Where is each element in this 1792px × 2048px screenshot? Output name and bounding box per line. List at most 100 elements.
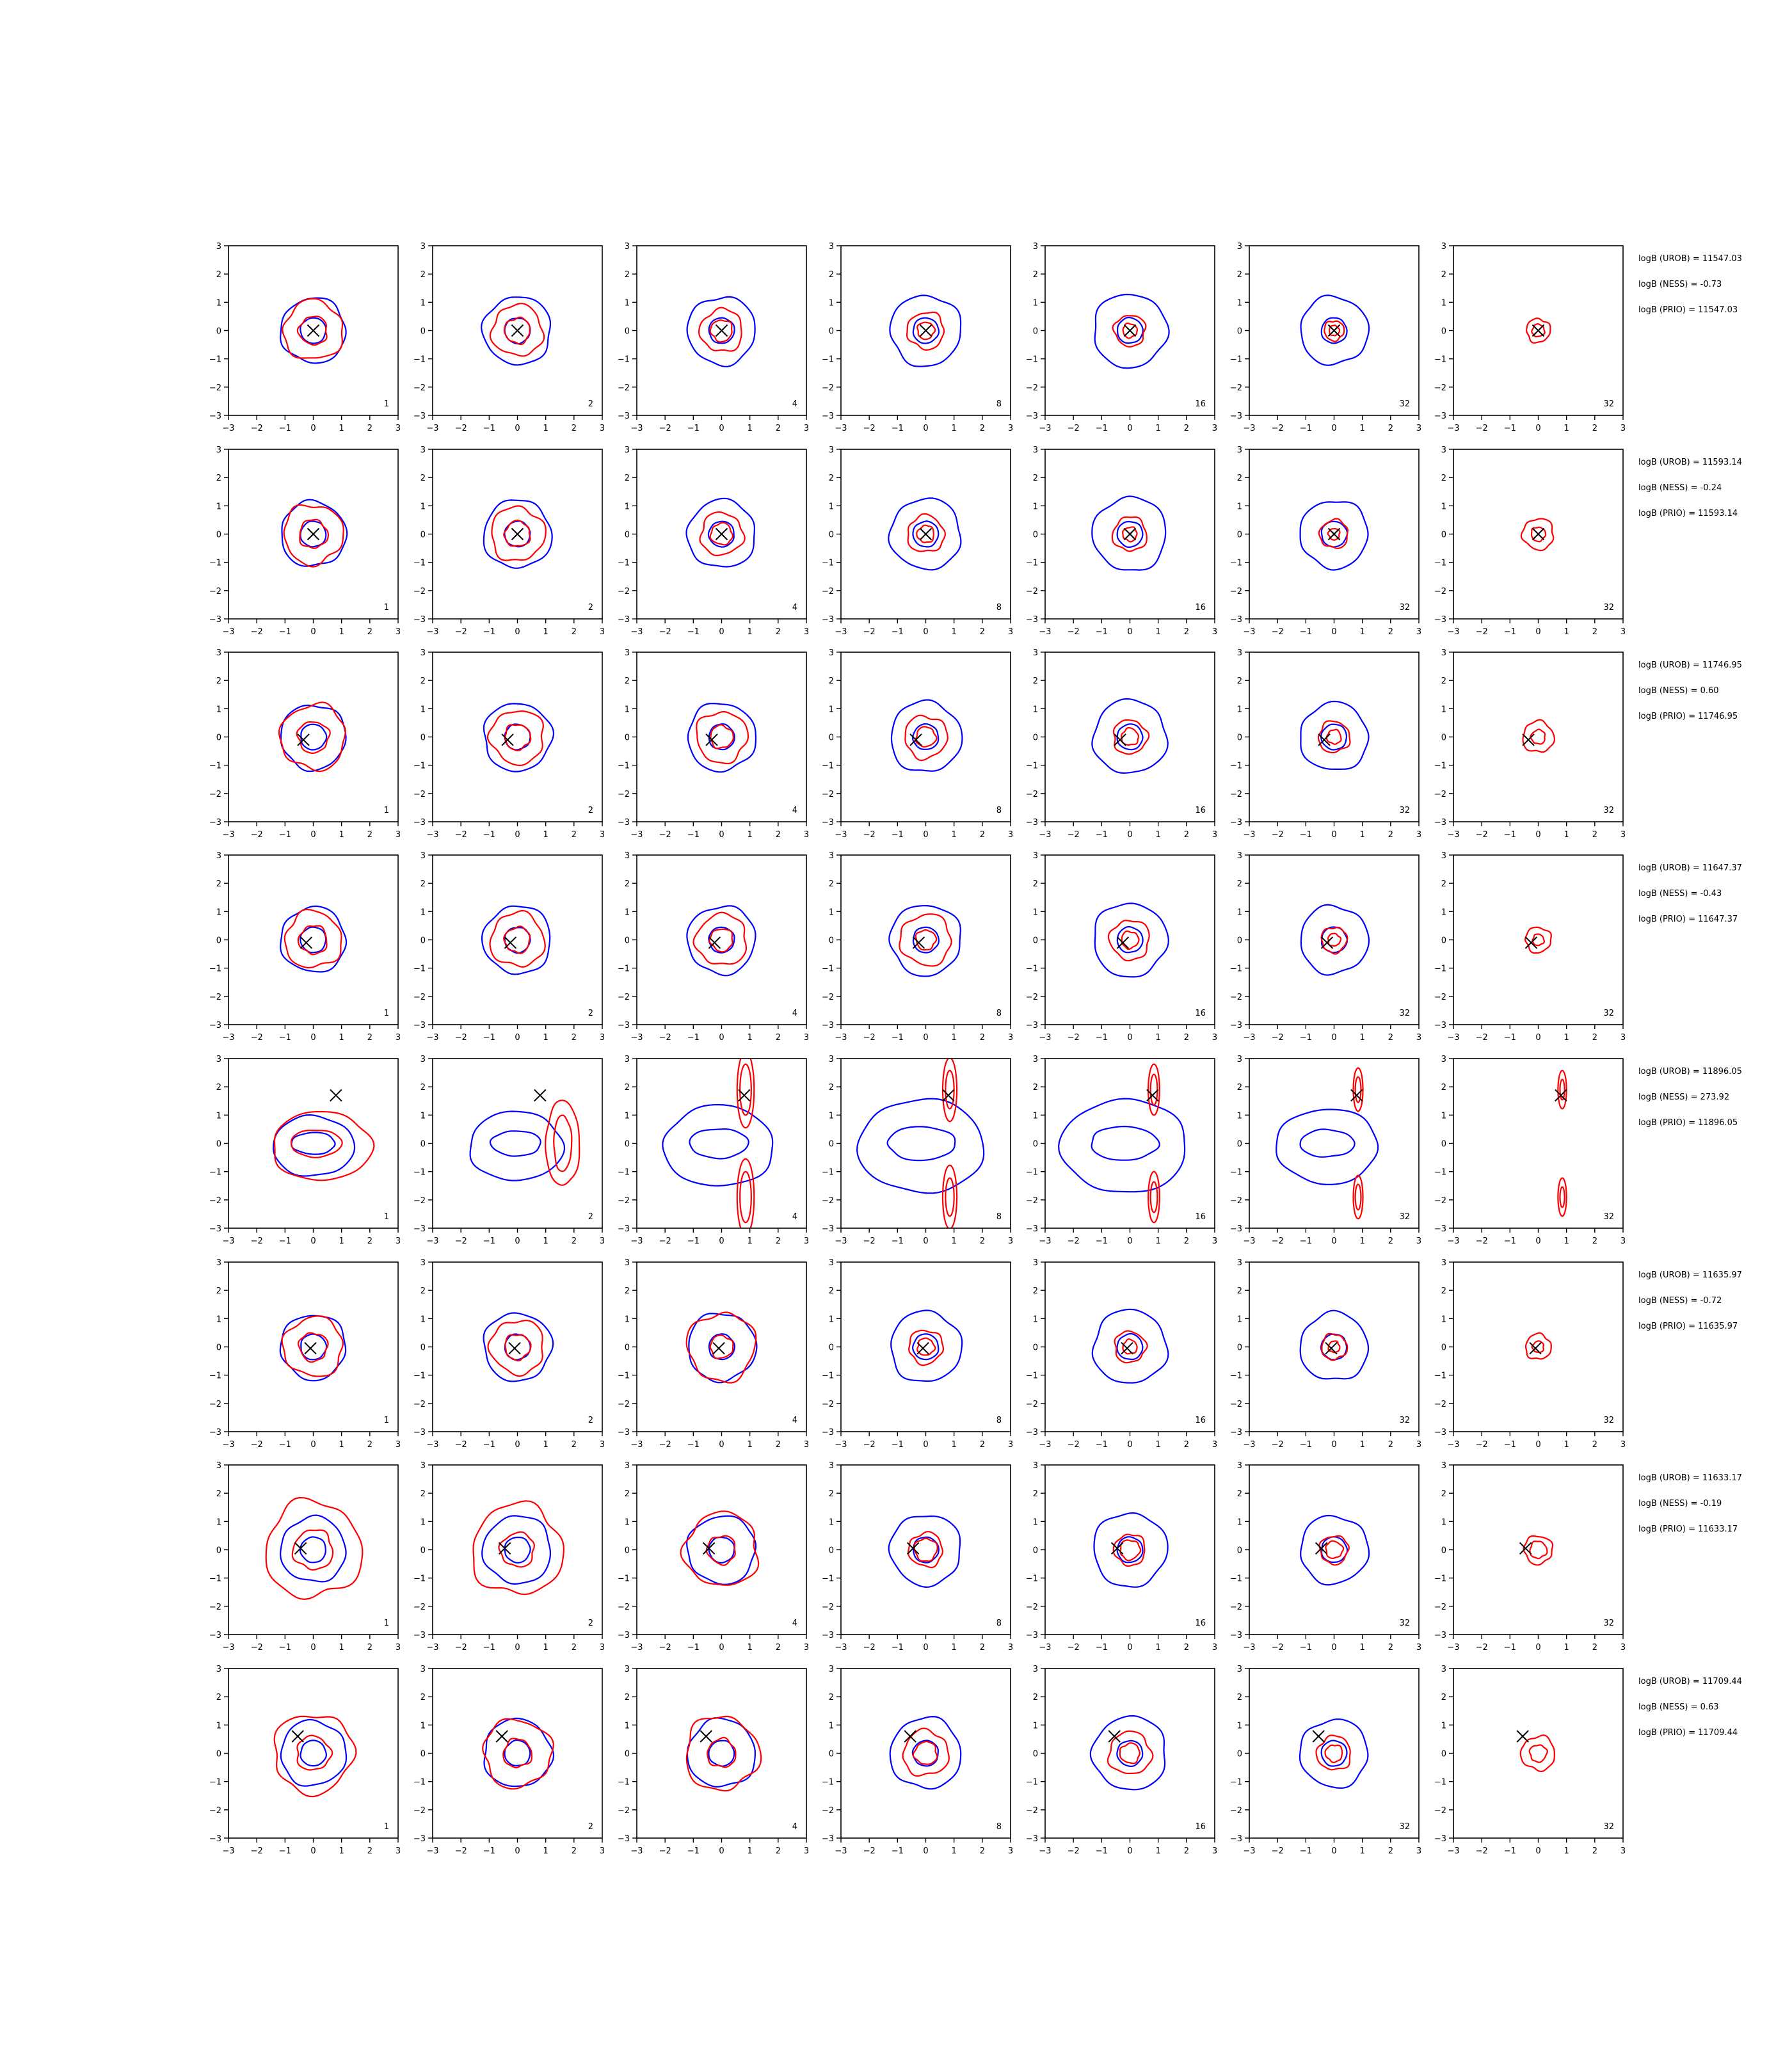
- x-tick-label: −3: [835, 1643, 847, 1652]
- panel-r7-c6: −3 −2 −1 0 1 2 3 −3 −2 −1 0 1 2 3 32: [1230, 1461, 1421, 1652]
- panel-number-label: 2: [588, 1416, 593, 1425]
- y-tick-label: 1: [216, 1721, 221, 1731]
- axes-frame: [636, 652, 807, 822]
- y-tick-label: 1: [216, 502, 221, 511]
- axes-frame: [432, 652, 603, 822]
- y-tick-label: −3: [413, 1224, 426, 1234]
- x-tick-label: −2: [455, 1236, 467, 1246]
- x-tick-label: −2: [863, 1236, 876, 1246]
- y-tick-label: −1: [413, 1574, 426, 1584]
- x-tick-label: 2: [1184, 424, 1189, 433]
- x-tick-label: −2: [1476, 1236, 1488, 1246]
- y-tick-label: 2: [625, 676, 630, 686]
- x-tick-label: −1: [279, 830, 291, 840]
- x-tick-label: 1: [1360, 1033, 1365, 1043]
- red-contour: [1149, 1073, 1158, 1106]
- x-tick-label: −1: [279, 1643, 291, 1652]
- panel-r3-c2: −3 −2 −1 0 1 2 3 −3 −2 −1 0 1 2 3 2: [413, 648, 605, 840]
- x-tick-label: 1: [748, 1236, 753, 1246]
- panel-r1-c2: −3 −2 −1 0 1 2 3 −3 −2 −1 0 1 2 3 2: [413, 242, 605, 433]
- x-tick-label: 0: [515, 627, 520, 637]
- x-tick-label: 2: [1388, 1846, 1393, 1856]
- blue-contour: [483, 703, 555, 772]
- axes-frame: [432, 1261, 603, 1432]
- x-tick-label: 3: [804, 1440, 809, 1450]
- red-contour: [1530, 526, 1547, 543]
- x-tick-label: −2: [251, 1236, 263, 1246]
- x-tick-label: 3: [804, 424, 809, 433]
- x-tick-label: −3: [1039, 1643, 1051, 1652]
- panel-number-label: 4: [792, 806, 797, 815]
- y-tick-label: −3: [413, 615, 426, 625]
- plot-area: [1520, 518, 1555, 552]
- red-contour: [482, 1718, 554, 1790]
- x-tick-label: 0: [1127, 1643, 1132, 1652]
- y-tick-label: 1: [420, 298, 426, 308]
- logB-stat: logB (PRIO) = 11633.17: [1638, 1524, 1738, 1534]
- y-tick-label: 3: [829, 242, 834, 252]
- x-tick-label: 3: [600, 1846, 605, 1856]
- x-tick-label: −1: [1096, 424, 1108, 433]
- y-tick-label: 2: [1033, 474, 1038, 483]
- x-tick-label: −1: [1504, 424, 1516, 433]
- y-tick-label: 3: [1237, 648, 1242, 658]
- y-tick-label: 0: [420, 1750, 426, 1759]
- y-tick-label: −3: [618, 818, 630, 828]
- x-tick-label: −3: [426, 830, 438, 840]
- plot-area: [280, 297, 347, 364]
- y-tick-label: 2: [1033, 1286, 1038, 1296]
- blue-contour: [1300, 904, 1370, 976]
- red-contour: [544, 1100, 580, 1186]
- panel-number-label: 2: [588, 1212, 593, 1222]
- y-tick-label: −2: [209, 1196, 221, 1206]
- x-tick-label: 3: [1212, 1033, 1217, 1043]
- panel-r6-c6: −3 −2 −1 0 1 2 3 −3 −2 −1 0 1 2 3 32: [1230, 1258, 1421, 1450]
- x-tick-label: −2: [659, 1643, 671, 1652]
- x-tick-label: −1: [1504, 627, 1516, 637]
- x-tick-label: 2: [367, 1643, 372, 1652]
- x-tick-label: 2: [572, 424, 577, 433]
- x-tick-label: 3: [1620, 1033, 1626, 1043]
- plot-area: [890, 699, 963, 772]
- logB-stat: logB (NESS) = -0.43: [1638, 889, 1722, 899]
- red-contour: [1352, 1174, 1364, 1220]
- x-tick-label: 1: [748, 1643, 753, 1652]
- y-tick-label: 2: [1237, 1083, 1242, 1092]
- x-tick-label: −3: [1447, 627, 1459, 637]
- y-tick-label: −3: [822, 1428, 834, 1437]
- y-tick-label: 3: [420, 445, 426, 455]
- x-tick-label: 1: [1564, 627, 1569, 637]
- panel-r3-c1: −3 −2 −1 0 1 2 3 −3 −2 −1 0 1 2 3 1: [209, 648, 401, 840]
- x-tick-label: −3: [222, 1033, 234, 1043]
- y-tick-label: 3: [1033, 1665, 1038, 1674]
- plot-area: [1299, 1309, 1370, 1380]
- panel-r2-c3: −3 −2 −1 0 1 2 3 −3 −2 −1 0 1 2 3 4: [618, 445, 809, 637]
- panel-r1-c3: −3 −2 −1 0 1 2 3 −3 −2 −1 0 1 2 3 4: [618, 242, 809, 433]
- y-tick-label: 0: [216, 936, 221, 946]
- y-tick-label: −2: [1026, 790, 1038, 799]
- true-value-marker: [705, 733, 718, 746]
- y-tick-label: 1: [625, 705, 630, 714]
- y-tick-label: 3: [216, 242, 221, 252]
- x-tick-label: −1: [1504, 1236, 1516, 1246]
- red-contour: [1122, 1338, 1138, 1355]
- y-tick-label: 0: [420, 733, 426, 743]
- x-tick-label: 2: [1592, 424, 1597, 433]
- red-contour: [1111, 516, 1148, 552]
- panel-number-label: 4: [792, 1822, 797, 1832]
- x-tick-label: −3: [1243, 424, 1255, 433]
- x-tick-label: −2: [1476, 1846, 1488, 1856]
- plot-area: [1524, 1332, 1552, 1360]
- red-contour: [472, 1500, 565, 1596]
- red-contour: [1325, 728, 1342, 746]
- x-tick-label: 0: [1331, 1236, 1336, 1246]
- y-tick-label: 0: [420, 936, 426, 946]
- y-tick-label: 0: [216, 531, 221, 540]
- x-tick-label: 1: [1156, 1440, 1161, 1450]
- x-tick-label: 0: [310, 627, 316, 637]
- y-tick-label: 0: [1237, 733, 1242, 743]
- x-tick-label: −2: [863, 1033, 876, 1043]
- panel-r2-c6: −3 −2 −1 0 1 2 3 −3 −2 −1 0 1 2 3 32: [1230, 445, 1421, 637]
- y-tick-label: −3: [822, 1834, 834, 1844]
- blue-contour: [1116, 925, 1144, 954]
